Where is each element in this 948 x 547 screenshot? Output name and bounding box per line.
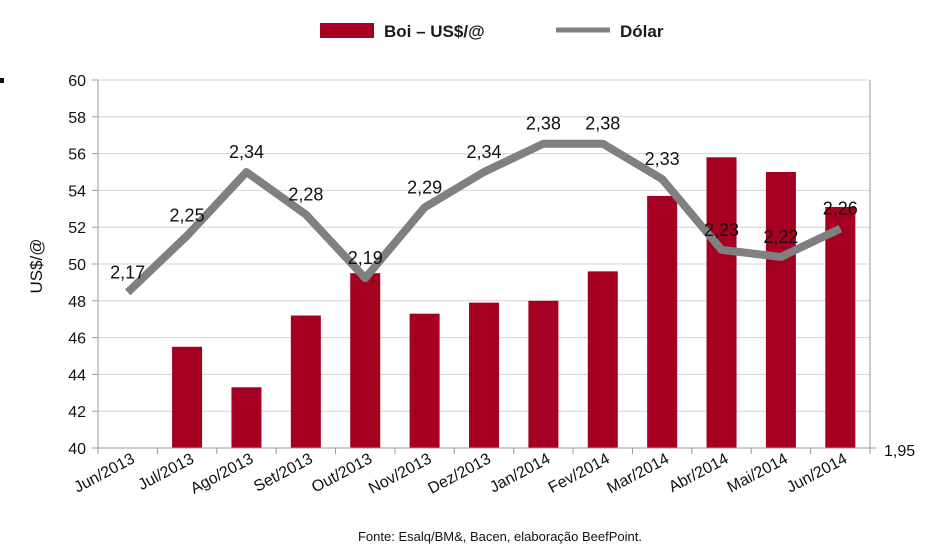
x-tick-label: Dez/2013 xyxy=(425,450,494,497)
x-tick-label: Fev/2014 xyxy=(546,450,613,496)
y-tick-label: 42 xyxy=(68,404,86,421)
x-tick-label: Jun/2014 xyxy=(784,450,850,496)
data-label: 2,29 xyxy=(407,177,442,197)
x-tick-label: Mai/2014 xyxy=(725,450,791,496)
bars xyxy=(172,157,856,448)
bar xyxy=(290,315,321,448)
bar xyxy=(825,206,856,448)
data-label: 2,22 xyxy=(763,227,798,247)
bar xyxy=(172,346,203,448)
data-label: 2,38 xyxy=(585,114,620,134)
source-note: Fonte: Esalq/BM&, Bacen, elaboração Beef… xyxy=(358,529,642,544)
bar xyxy=(765,172,796,448)
y-tick-label: 52 xyxy=(68,220,86,237)
bar xyxy=(469,302,499,448)
y-tick-label: 46 xyxy=(68,331,86,348)
bar xyxy=(587,271,618,448)
bar xyxy=(706,157,737,448)
data-label: 2,25 xyxy=(170,206,205,226)
bar xyxy=(528,300,559,448)
data-label: 2,23 xyxy=(704,220,739,240)
y-tick-labels: 40 42 44 46 48 50 52 54 56 58 60 xyxy=(68,73,86,458)
x-tick-label: Nov/2013 xyxy=(366,450,435,497)
x-tick-label: Set/2013 xyxy=(251,450,316,495)
y-tick-label: 50 xyxy=(68,257,86,274)
legend: Boi – US$/@ Dólar xyxy=(320,22,664,41)
bar xyxy=(409,313,440,448)
bar xyxy=(231,387,262,448)
x-tick-label: Mar/2014 xyxy=(604,450,672,497)
x-tick-label: Abr/2014 xyxy=(666,450,731,496)
legend-bar-swatch xyxy=(320,23,374,38)
y-tick-label: 40 xyxy=(68,441,86,458)
data-label: 2,19 xyxy=(348,248,383,268)
data-label: 2,38 xyxy=(526,114,561,134)
dolar-line xyxy=(124,139,843,296)
data-label: 2,33 xyxy=(645,149,680,169)
y-tick-label: 58 xyxy=(68,110,86,127)
data-label: 2,34 xyxy=(466,142,501,162)
data-label: 2,17 xyxy=(110,262,145,282)
y-tick-label: 60 xyxy=(68,73,86,90)
legend-line-label: Dólar xyxy=(620,22,664,41)
x-tick-label: Ago/2013 xyxy=(188,450,257,497)
axes xyxy=(97,80,876,454)
data-labels: 2,17 2,25 2,34 2,28 2,19 2,29 2,34 2,38 2,38 2,33… xyxy=(110,114,858,283)
y2-tick-label: 1,95 xyxy=(884,443,915,460)
bar xyxy=(647,195,678,448)
y-axis-label: US$/@ xyxy=(27,238,46,293)
edge-mark xyxy=(0,78,4,83)
y-tick-label: 48 xyxy=(68,294,86,311)
data-label: 2,34 xyxy=(229,142,264,162)
data-label: 2,28 xyxy=(288,184,323,204)
x-tick-label: Jul/2013 xyxy=(136,450,197,493)
y-tick-label: 56 xyxy=(68,147,86,164)
x-tick-labels: Jun/2013Jul/2013Ago/2013Set/2013Out/2013… xyxy=(71,450,850,497)
y-tick-label: 54 xyxy=(68,183,86,200)
y-tick-label: 44 xyxy=(68,367,86,384)
data-label: 2,26 xyxy=(823,199,858,219)
dolar-series-line xyxy=(124,139,843,296)
legend-bar-label: Boi – US$/@ xyxy=(384,22,485,41)
bar xyxy=(350,273,381,448)
x-tick-label: Jan/2014 xyxy=(487,450,553,496)
x-tick-label: Out/2013 xyxy=(309,450,375,496)
